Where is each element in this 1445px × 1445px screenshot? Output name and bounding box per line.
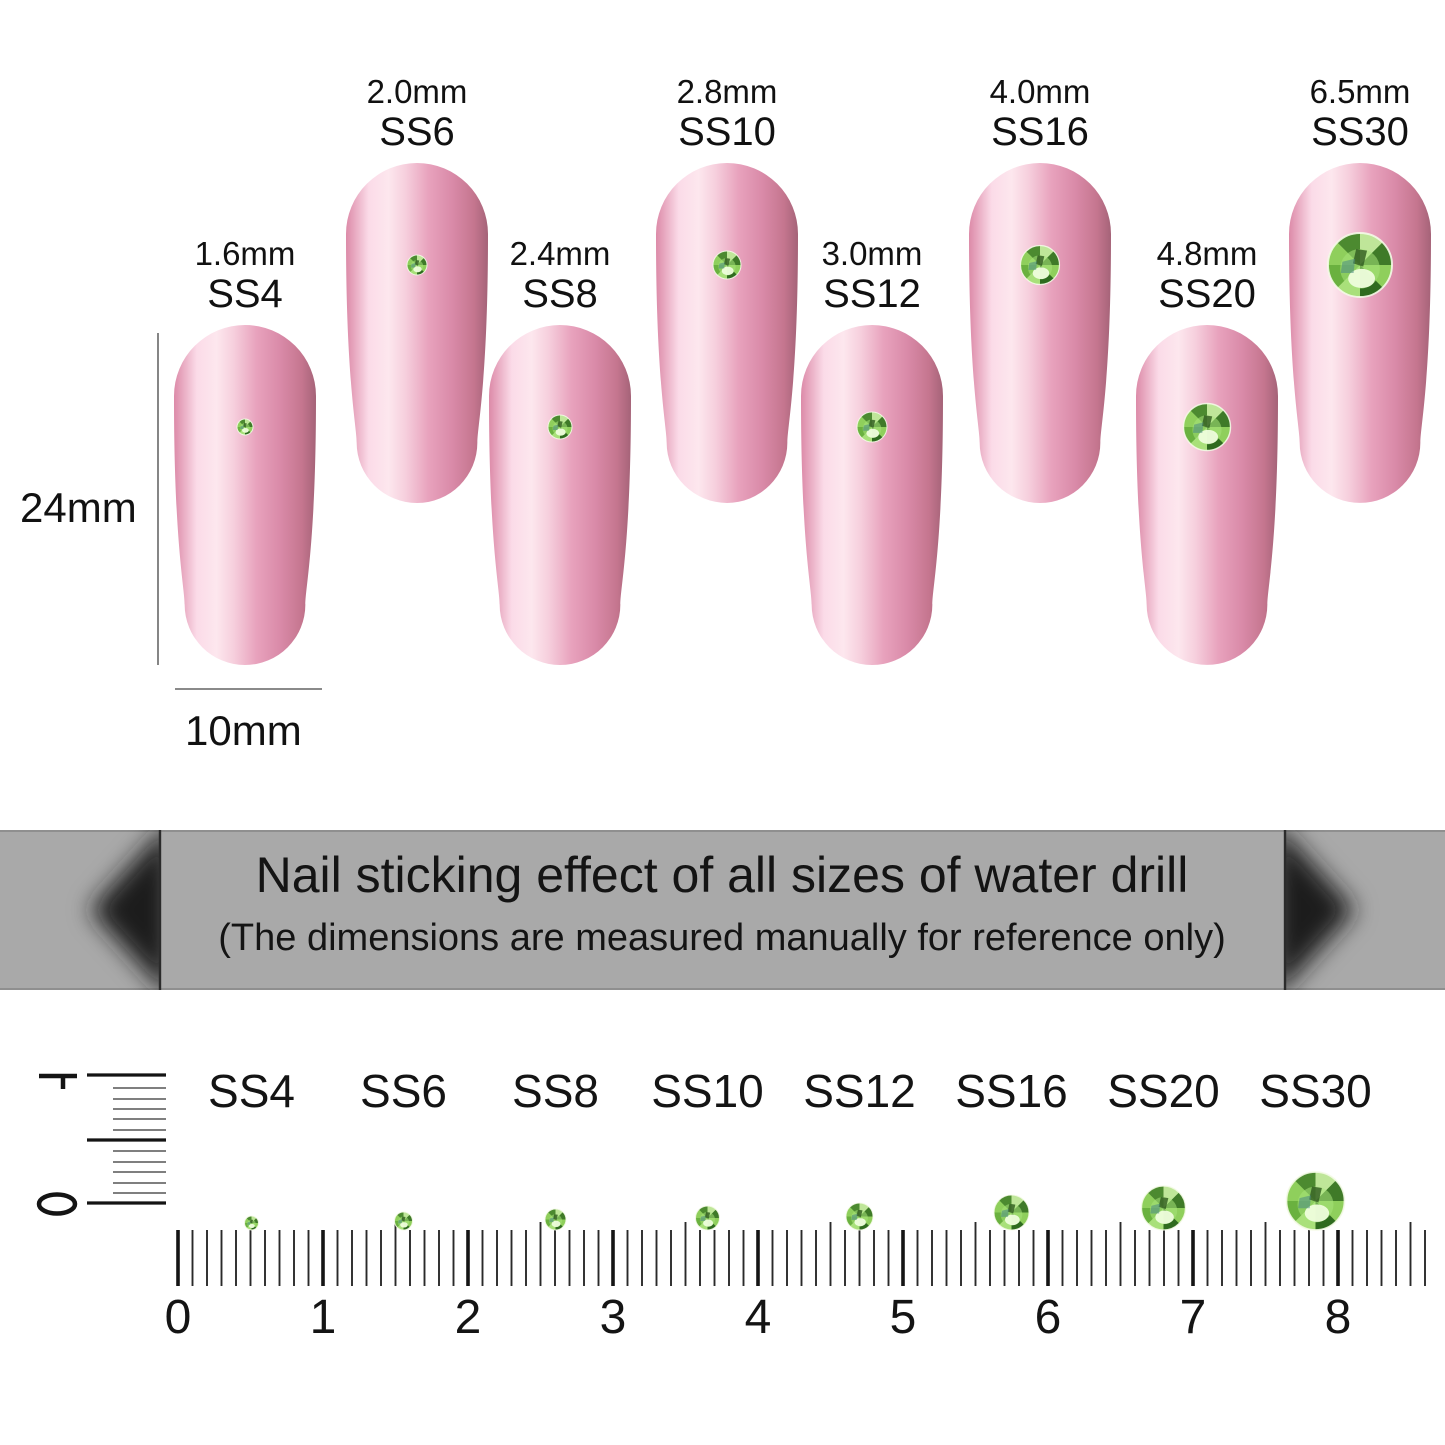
svg-text:7: 7 (1180, 1291, 1207, 1344)
svg-text:SS4: SS4 (207, 272, 283, 316)
svg-text:SS30: SS30 (1311, 110, 1409, 154)
svg-text:2.8mm: 2.8mm (677, 73, 778, 110)
svg-text:6: 6 (1035, 1291, 1062, 1344)
svg-text:SS12: SS12 (823, 272, 921, 316)
svg-text:24mm: 24mm (20, 484, 137, 531)
svg-text:Nail sticking effect of all si: Nail sticking effect of all sizes of wat… (256, 847, 1189, 903)
svg-text:2.0mm: 2.0mm (367, 73, 468, 110)
svg-text:SS8: SS8 (512, 1065, 599, 1117)
svg-text:10mm: 10mm (185, 707, 302, 754)
svg-text:2: 2 (455, 1291, 482, 1344)
svg-text:4.8mm: 4.8mm (1157, 235, 1258, 272)
svg-text:SS16: SS16 (955, 1065, 1068, 1117)
svg-text:2.4mm: 2.4mm (510, 235, 611, 272)
svg-text:4.0mm: 4.0mm (990, 73, 1091, 110)
svg-text:0: 0 (165, 1291, 192, 1344)
svg-text:6.5mm: 6.5mm (1310, 73, 1411, 110)
svg-text:1.6mm: 1.6mm (195, 235, 296, 272)
svg-text:SS6: SS6 (379, 110, 455, 154)
svg-text:SS10: SS10 (678, 110, 776, 154)
svg-text:SS16: SS16 (991, 110, 1089, 154)
svg-text:SS10: SS10 (651, 1065, 764, 1117)
svg-text:4: 4 (745, 1291, 772, 1344)
svg-text:(The dimensions are measured m: (The dimensions are measured manually fo… (218, 917, 1225, 959)
svg-text:SS12: SS12 (803, 1065, 916, 1117)
svg-text:5: 5 (890, 1291, 917, 1344)
svg-text:3: 3 (600, 1291, 627, 1344)
svg-text:SS20: SS20 (1158, 272, 1256, 316)
svg-text:SS30: SS30 (1259, 1065, 1372, 1117)
svg-text:3.0mm: 3.0mm (822, 235, 923, 272)
svg-text:SS4: SS4 (208, 1065, 295, 1117)
svg-text:SS6: SS6 (360, 1065, 447, 1117)
svg-text:SS20: SS20 (1107, 1065, 1220, 1117)
svg-text:1: 1 (310, 1291, 337, 1344)
svg-text:8: 8 (1325, 1291, 1352, 1344)
svg-text:SS8: SS8 (522, 272, 598, 316)
